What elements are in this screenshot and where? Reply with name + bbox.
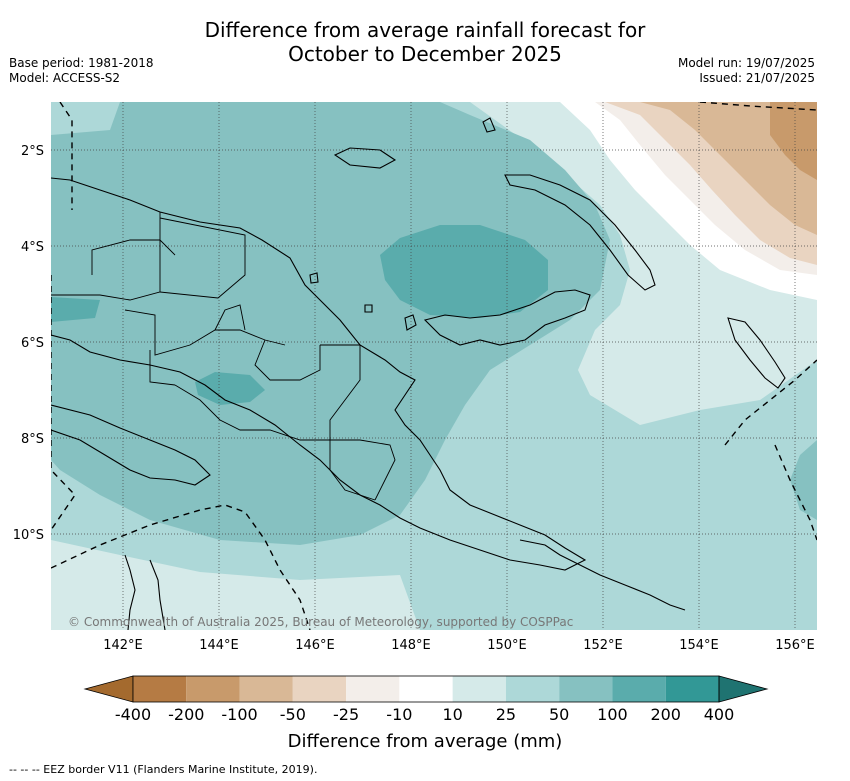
field-100-200-north (380, 225, 548, 318)
colorbar-title: Difference from average (mm) (287, 731, 563, 752)
border-oro (359, 439, 396, 501)
map-title: Difference from average rainfall forecas… (0, 18, 850, 66)
lon-tick: 152°E (583, 638, 623, 653)
colorbar-extend-low (83, 675, 134, 703)
colorbar-segment (346, 676, 400, 702)
colorbar-tick-label: -10 (386, 705, 413, 724)
eez-south (51, 504, 311, 630)
cape-york-east (149, 559, 166, 630)
colorbar-segment (186, 676, 240, 702)
lon-tick: 150°E (487, 638, 527, 653)
island-north (482, 117, 496, 133)
colorbar-tick-label: 10 (442, 705, 463, 724)
new-guinea-coast (51, 177, 587, 571)
colorbar (83, 675, 769, 703)
gridlines (51, 102, 817, 630)
border-west-sepik (51, 217, 246, 301)
lon-tick: 146°E (295, 638, 335, 653)
border-gulf (174, 384, 330, 441)
colorbar-segment (665, 676, 719, 702)
colorbar-tick-label: 100 (597, 705, 628, 724)
lon-tick: 142°E (103, 638, 143, 653)
lat-tick: 6°S (21, 336, 44, 351)
lon-tick: 154°E (679, 638, 719, 653)
meta-left: Base period: 1981-2018 Model: ACCESS-S2 (9, 56, 154, 86)
base-period: Base period: 1981-2018 (9, 56, 154, 70)
island-small-b (364, 304, 373, 313)
field-10-25-south (51, 540, 420, 630)
lat-tick: 8°S (21, 432, 44, 447)
colorbar-segment (239, 676, 293, 702)
lat-tick: 10°S (13, 528, 44, 543)
meta-right: Model run: 19/07/2025 Issued: 21/07/2025 (678, 56, 815, 86)
lat-tick: 2°S (21, 144, 44, 159)
colorbar-frame (132, 675, 720, 703)
island-small-a (404, 314, 417, 331)
bougainville-coast (727, 317, 786, 389)
border-central (329, 440, 376, 501)
eez-legend-note: -- -- -- EEZ border V11 (Flanders Marine… (9, 763, 318, 776)
issued-date: Issued: 21/07/2025 (699, 71, 815, 85)
field-minus100 (770, 102, 817, 180)
coastlines (51, 117, 786, 630)
lon-ticks: 142°E 144°E 146°E 148°E 150°E 152°E 154°… (103, 638, 815, 653)
field-25-50-nw (51, 102, 120, 135)
colorbar-segment (559, 676, 613, 702)
field-50-100 (51, 102, 610, 545)
cape-york (124, 554, 136, 630)
model-run: Model run: 19/07/2025 (677, 56, 815, 70)
border-enga (214, 304, 246, 331)
field-100-200-central (195, 372, 265, 405)
field-50-100-se (790, 440, 817, 520)
colorbar-segment (133, 676, 187, 702)
colorbar-tick-label: -200 (168, 705, 205, 724)
colorbar-extend-high (718, 675, 769, 703)
colorbar-tick-label: 200 (650, 705, 681, 724)
province-borders (51, 212, 396, 501)
colorbar-segment (505, 676, 560, 702)
eez-west (51, 275, 76, 531)
copyright-text: © Commonwealth of Australia 2025, Bureau… (68, 615, 573, 629)
border-simbu (254, 339, 321, 381)
new-britain-coast (423, 289, 591, 346)
manus-coast (333, 147, 397, 169)
southern-coast (51, 404, 211, 486)
colorbar-tick-label: 25 (495, 705, 517, 724)
colorbar-tick-label: 400 (703, 705, 735, 724)
map-title-line2: October to December 2025 (288, 42, 562, 66)
colorbar-segment (292, 676, 347, 702)
colorbar-segment (452, 676, 506, 702)
contour-fields (51, 102, 817, 630)
new-ireland-coast (504, 174, 656, 291)
eez-borders (51, 102, 817, 630)
field-100-200-west (51, 297, 100, 322)
lat-ticks: 2°S 4°S 6°S 8°S 10°S (13, 144, 44, 543)
model-name: Model: ACCESS-S2 (9, 71, 121, 85)
eez-nw (59, 102, 73, 210)
louisiade-chain (519, 539, 686, 611)
lat-tick: 4°S (21, 240, 44, 255)
colorbar-tick-label: -400 (114, 705, 152, 724)
map-title-line1: Difference from average rainfall forecas… (204, 18, 646, 42)
eez-ne (699, 102, 817, 111)
eez-se (774, 444, 817, 541)
lon-tick: 156°E (775, 638, 815, 653)
island-small-c (309, 272, 319, 284)
colorbar-tick-label: -100 (221, 705, 258, 724)
colorbar-tick-label: -50 (279, 705, 306, 724)
border-western (149, 350, 176, 386)
colorbar-segment (612, 676, 666, 702)
border-highlands (124, 309, 286, 356)
colorbar-segment (399, 676, 453, 702)
lon-tick: 148°E (391, 638, 431, 653)
colorbar-tick-label: 50 (548, 705, 570, 724)
border-sandaun (91, 239, 176, 275)
colorbar-tick-label: -25 (333, 705, 360, 724)
lon-tick: 144°E (199, 638, 239, 653)
